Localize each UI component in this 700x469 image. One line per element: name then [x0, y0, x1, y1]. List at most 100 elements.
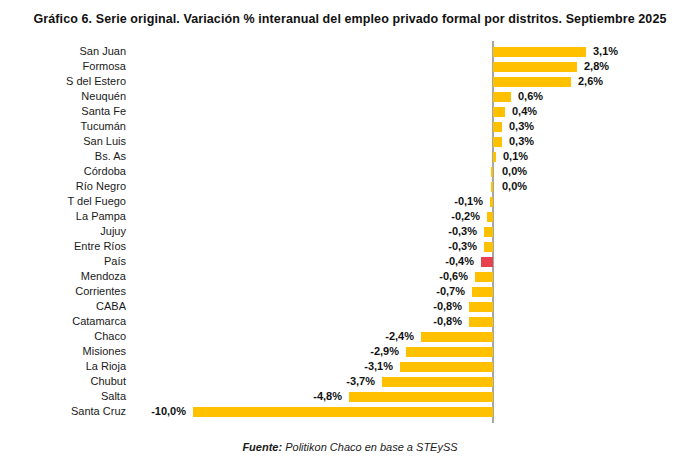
chart-row: Formosa 2,8% — [0, 59, 700, 74]
bar — [484, 227, 493, 237]
plot-cell: -0,1% — [132, 194, 700, 209]
bar — [493, 107, 505, 117]
chart-row: La Pampa -0,2% — [0, 209, 700, 224]
bar — [490, 197, 493, 207]
chart-row: Mendoza -0,6% — [0, 269, 700, 284]
value-label: -0,8% — [433, 299, 462, 314]
category-label: Entre Ríos — [0, 239, 132, 254]
value-label: -3,7% — [346, 374, 375, 389]
value-label: 0,6% — [518, 89, 543, 104]
value-label: 2,8% — [584, 59, 609, 74]
plot-cell: -2,9% — [132, 344, 700, 359]
plot-cell: 2,6% — [132, 74, 700, 89]
chart-row: Tucumán0,3% — [0, 119, 700, 134]
bar — [487, 212, 493, 222]
bar — [382, 377, 493, 387]
category-label: Misiones — [0, 344, 132, 359]
plot-cell: 2,8% — [132, 59, 700, 74]
chart-row: Entre Ríos -0,3% — [0, 239, 700, 254]
value-label: -3,1% — [364, 359, 393, 374]
category-label: San Juan — [0, 44, 132, 59]
bar — [475, 272, 493, 282]
category-label: Jujuy — [0, 224, 132, 239]
value-label: -0,3% — [448, 224, 477, 239]
source-label: Fuente: — [242, 441, 282, 453]
plot-cell: -0,8% — [132, 299, 700, 314]
bar — [349, 392, 493, 402]
chart-row: San Juan 3,1% — [0, 44, 700, 59]
chart-row: País -0,4% — [0, 254, 700, 269]
value-label: -0,2% — [451, 209, 480, 224]
value-label: 2,6% — [578, 74, 603, 89]
value-label: -0,1% — [454, 194, 483, 209]
value-label: -2,4% — [385, 329, 414, 344]
category-label: La Pampa — [0, 209, 132, 224]
bar — [493, 137, 502, 147]
category-label: Chubut — [0, 374, 132, 389]
value-label: -0,7% — [436, 284, 465, 299]
chart-row: San Luis0,3% — [0, 134, 700, 149]
plot-cell: -0,2% — [132, 209, 700, 224]
plot-cell: 0,6% — [132, 89, 700, 104]
chart-title: Gráfico 6. Serie original. Variación % i… — [0, 12, 700, 26]
bar — [493, 122, 502, 132]
category-label: San Luis — [0, 134, 132, 149]
value-label: 3,1% — [593, 44, 618, 59]
category-label: Mendoza — [0, 269, 132, 284]
bar — [493, 152, 496, 162]
plot-cell: 0,1% — [132, 149, 700, 164]
chart-row: Corrientes-0,7% — [0, 284, 700, 299]
bar-highlight — [481, 257, 493, 267]
category-label: Bs. As — [0, 149, 132, 164]
category-label: País — [0, 254, 132, 269]
bar — [469, 302, 493, 312]
plot-cell: -0,7% — [132, 284, 700, 299]
value-label: -0,8% — [433, 314, 462, 329]
source-note: Fuente: Politikon Chaco en base a STEySS — [0, 441, 700, 453]
chart-row: Río Negro 0,0% — [0, 179, 700, 194]
category-label: Santa Fe — [0, 104, 132, 119]
value-label: -0,3% — [448, 239, 477, 254]
plot-cell: -0,6% — [132, 269, 700, 284]
bar — [491, 182, 493, 192]
chart-row: Bs. As0,1% — [0, 149, 700, 164]
category-label: CABA — [0, 299, 132, 314]
value-label: -0,4% — [445, 254, 474, 269]
chart-row: Córdoba0,0% — [0, 164, 700, 179]
category-label: Formosa — [0, 59, 132, 74]
category-label: Catamarca — [0, 314, 132, 329]
chart-row: Catamarca -0,8% — [0, 314, 700, 329]
plot-cell: -3,7% — [132, 374, 700, 389]
chart-row: Salta-4,8% — [0, 389, 700, 404]
category-label: Córdoba — [0, 164, 132, 179]
value-label: 0,4% — [512, 104, 537, 119]
plot-cell: -2,4% — [132, 329, 700, 344]
bar — [469, 317, 493, 327]
category-label: S del Estero — [0, 74, 132, 89]
plot-cell: -3,1% — [132, 359, 700, 374]
plot-cell: 0,3% — [132, 119, 700, 134]
chart-rows: San Juan 3,1% Formosa 2,8% S del Estero 2,6%N… — [0, 44, 700, 419]
chart-row: Santa Cruz-10,0% — [0, 404, 700, 419]
bar — [493, 47, 586, 57]
bar — [406, 347, 493, 357]
chart-row: T del Fuego-0,1% — [0, 194, 700, 209]
value-label: -0,6% — [439, 269, 468, 284]
plot-cell: -0,3% — [132, 239, 700, 254]
bar — [493, 92, 511, 102]
plot-cell: 0,0% — [132, 164, 700, 179]
bar — [493, 62, 577, 72]
plot-cell: -10,0% — [132, 404, 700, 419]
chart-row: La Rioja -3,1% — [0, 359, 700, 374]
plot-cell: 3,1% — [132, 44, 700, 59]
bar — [421, 332, 493, 342]
bar — [400, 362, 493, 372]
value-label: 0,3% — [509, 119, 534, 134]
plot-cell: -4,8% — [132, 389, 700, 404]
category-label: Río Negro — [0, 179, 132, 194]
value-label: -10,0% — [151, 404, 186, 419]
value-label: 0,0% — [502, 179, 527, 194]
chart-row: Neuquén0,6% — [0, 89, 700, 104]
category-label: La Rioja — [0, 359, 132, 374]
plot-cell: -0,3% — [132, 224, 700, 239]
